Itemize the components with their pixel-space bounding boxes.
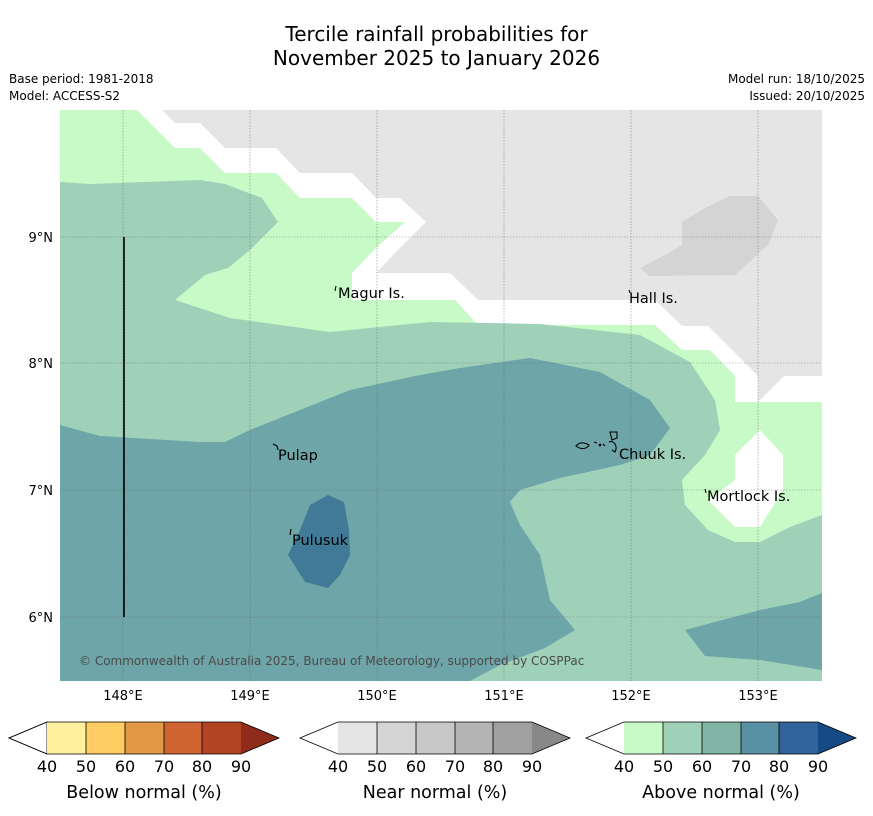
colorbar-title: Near normal (%) — [363, 783, 508, 803]
label-magur: Magur Is. — [338, 286, 405, 302]
colorbar-swatch — [493, 722, 532, 754]
colorbar-swatch — [377, 722, 416, 754]
model-run: Model run: 18/10/2025 — [727, 72, 865, 86]
colorbar-tick: 80 — [192, 757, 212, 776]
colorbar-swatch — [779, 722, 818, 754]
lon-tick: 148°E — [103, 689, 143, 704]
colorbar-title: Above normal (%) — [642, 783, 800, 803]
colorbar-tick: 60 — [115, 757, 135, 776]
colorbar-swatch — [202, 722, 241, 754]
colorbar-tick: 40 — [328, 757, 348, 776]
colorbar-swatch — [663, 722, 702, 754]
white-patch-mortlock — [708, 430, 783, 527]
colorbar-tick: 60 — [406, 757, 426, 776]
lon-tick: 152°E — [611, 689, 651, 704]
colorbar-min-arrow — [586, 722, 624, 754]
colorbar-swatch — [741, 722, 779, 754]
colorbar-title: Below normal (%) — [66, 783, 221, 803]
hall-island-marker — [628, 289, 631, 294]
lat-tick: 6°N — [29, 611, 54, 626]
title-line-2: November 2025 to January 2026 — [272, 46, 601, 70]
colorbar-max-arrow — [241, 722, 279, 754]
label-mortlock: Mortlock Is. — [707, 489, 790, 505]
title-line-1: Tercile rainfall probabilities for — [285, 22, 588, 46]
colorbar-tick: 40 — [614, 757, 634, 776]
colorbar-above-normal: 40 50 60 70 80 90 Above normal (%) — [584, 721, 858, 803]
magur-island-marker — [334, 285, 337, 292]
pulap-island-marker — [272, 443, 279, 451]
lon-tick: 153°E — [738, 689, 778, 704]
lon-tick: 150°E — [357, 689, 397, 704]
colorbar-swatch — [416, 722, 455, 754]
colorbar-min-arrow — [300, 722, 338, 754]
colorbar-tick: 90 — [231, 757, 251, 776]
lon-tick: 151°E — [484, 689, 524, 704]
colorbar-swatch — [455, 722, 493, 754]
issued-date: Issued: 20/10/2025 — [749, 89, 865, 103]
label-chuuk: Chuuk Is. — [619, 447, 686, 463]
model-name: Model: ACCESS-S2 — [9, 89, 121, 103]
near-normal-50-patch — [640, 196, 778, 276]
colorbar-swatch — [125, 722, 164, 754]
map-title: Tercile rainfall probabilities for Novem… — [0, 22, 873, 70]
gridlines — [60, 110, 822, 681]
above-60-region-southeast — [685, 593, 822, 670]
colorbar-max-arrow — [818, 722, 856, 754]
chuuk-islands-marker — [575, 431, 618, 453]
colorbar-tick: 50 — [653, 757, 673, 776]
colorbar-near-normal: 40 50 60 70 80 90 Near normal (%) — [298, 721, 572, 803]
colorbar-tick: 90 — [808, 757, 828, 776]
above-60-region-west — [60, 358, 670, 681]
lat-tick: 7°N — [29, 484, 54, 499]
meta-left: Base period: 1981-2018 Model: ACCESS-S2 — [9, 71, 154, 105]
island-outlines — [272, 285, 707, 536]
label-hall: Hall Is. — [629, 291, 678, 307]
colorbar-min-arrow — [7, 721, 48, 755]
colorbar-below-normal: 40 50 60 70 80 90 Below normal (%) — [7, 721, 281, 803]
base-period: Base period: 1981-2018 — [9, 72, 154, 86]
lon-tick: 149°E — [230, 689, 270, 704]
colorbar-swatch — [624, 722, 663, 754]
colorbar-tick: 80 — [483, 757, 503, 776]
mortlock-island-marker — [704, 488, 707, 494]
lat-tick-labels: 9°N 8°N 7°N 6°N — [29, 231, 54, 626]
copyright-notice: © Commonwealth of Australia 2025, Bureau… — [79, 654, 584, 668]
colorbar-tick: 50 — [367, 757, 387, 776]
colorbar-max-arrow — [532, 722, 570, 754]
colorbar-swatch — [338, 722, 377, 754]
meta-right: Model run: 18/10/2025 Issued: 20/10/2025 — [728, 71, 865, 105]
colorbar-tick: 70 — [445, 757, 465, 776]
lon-tick-labels: 148°E 149°E 150°E 151°E 152°E 153°E — [103, 689, 778, 704]
label-pulusuk: Pulusuk — [292, 533, 349, 549]
colorbar-swatch — [702, 722, 741, 754]
colorbar-swatch — [47, 722, 86, 754]
colorbar-tick: 50 — [76, 757, 96, 776]
colorbar-tick: 80 — [769, 757, 789, 776]
colorbar-swatch — [164, 722, 202, 754]
place-labels: Magur Is. Hall Is. Pulap Chuuk Is. Mortl… — [278, 286, 790, 549]
lat-tick: 8°N — [29, 357, 54, 372]
lat-tick: 9°N — [29, 231, 54, 246]
colorbar-tick: 90 — [522, 757, 542, 776]
colorbar-tick: 70 — [731, 757, 751, 776]
colorbar-tick: 70 — [154, 757, 174, 776]
probability-map: Magur Is. Hall Is. Pulap Chuuk Is. Mortl… — [60, 110, 822, 681]
colorbar-tick: 40 — [37, 757, 57, 776]
label-pulap: Pulap — [278, 448, 318, 464]
colorbar-tick: 60 — [692, 757, 712, 776]
above-70-region — [288, 495, 350, 588]
colorbar-swatch — [86, 722, 125, 754]
pulusuk-island-marker — [289, 528, 292, 536]
